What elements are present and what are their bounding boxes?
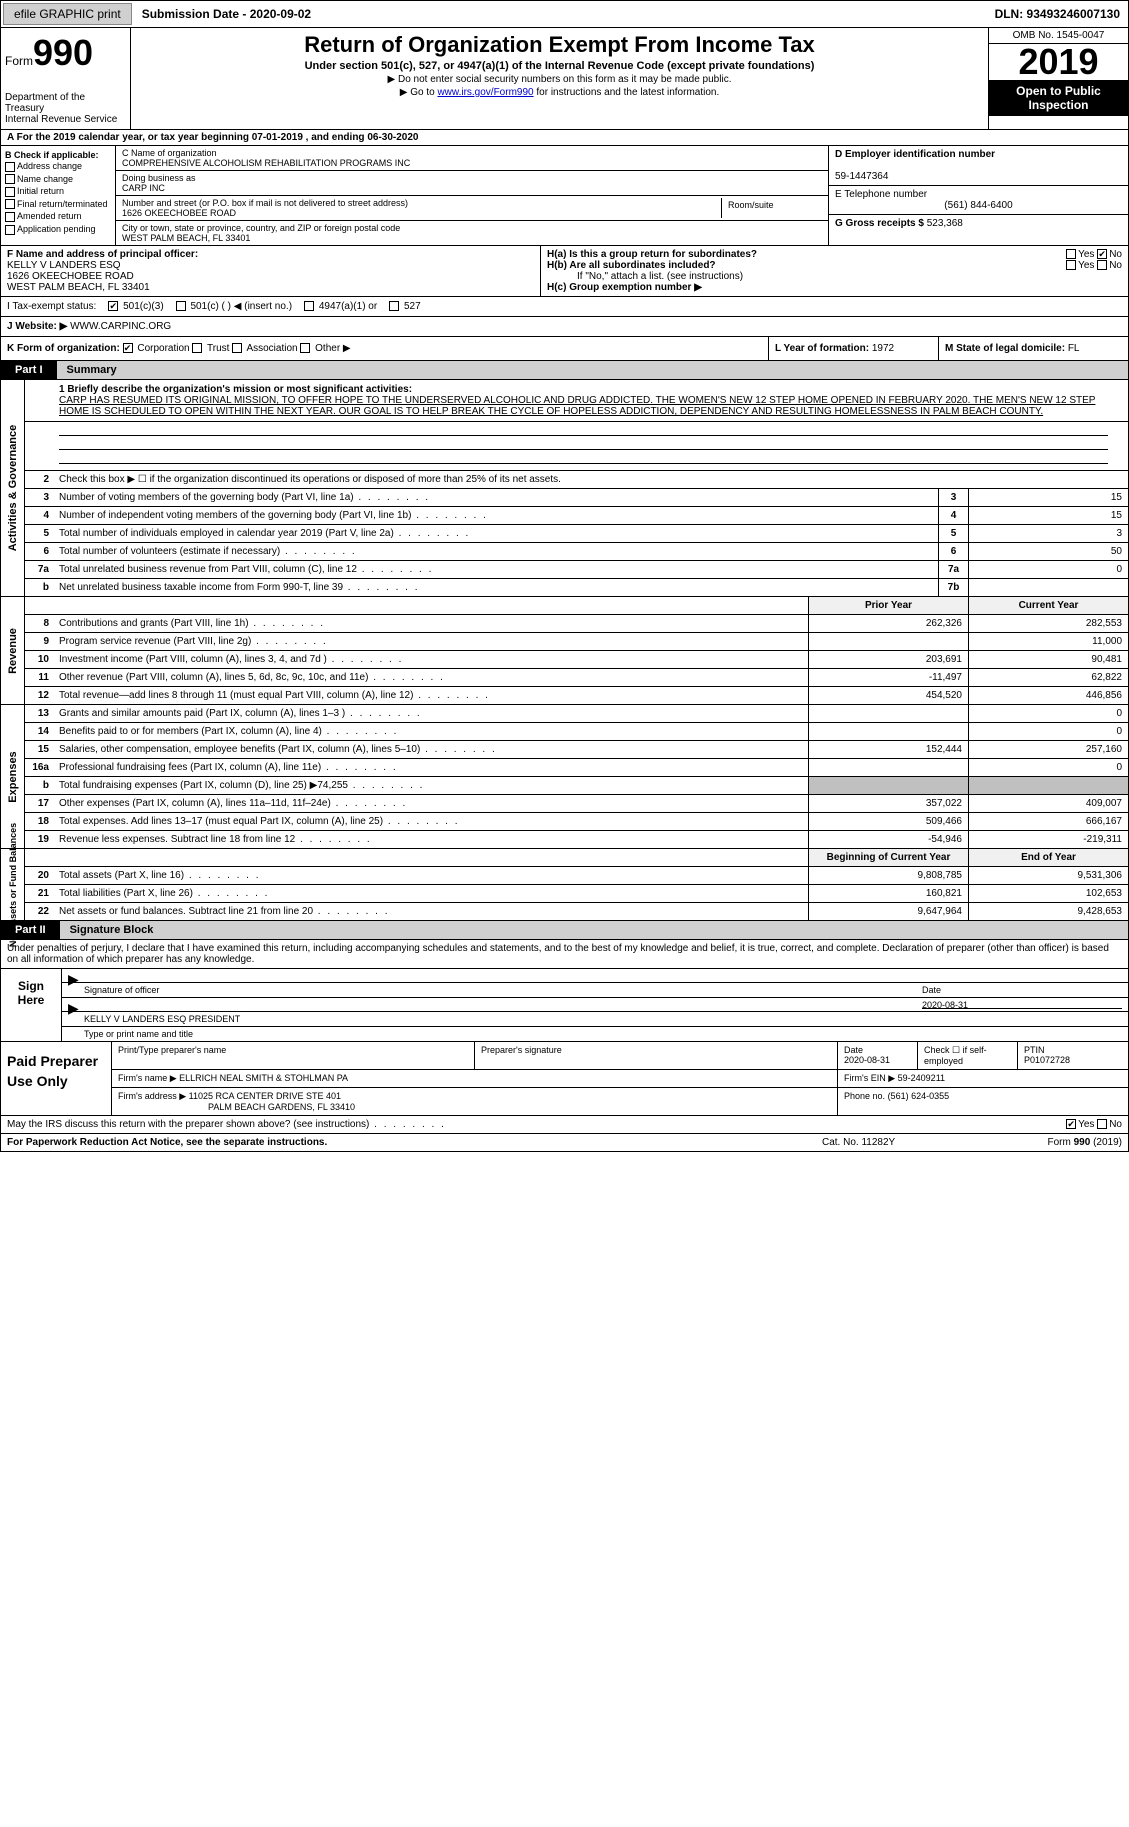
state: FL [1068, 343, 1080, 354]
year-formed: 1972 [872, 343, 894, 354]
header: Form990 Department of the Treasury Inter… [0, 28, 1129, 130]
expenses-section: Expenses 13Grants and similar amounts pa… [0, 705, 1129, 849]
top-bar: efile GRAPHIC print Submission Date - 20… [0, 0, 1129, 28]
org-name: COMPREHENSIVE ALCOHOLISM REHABILITATION … [122, 158, 822, 168]
vtab-revenue: Revenue [7, 628, 19, 674]
form-number: 990 [33, 32, 93, 73]
vtab-activities: Activities & Governance [7, 425, 19, 552]
row-j: J Website: ▶ WWW.CARPINC.ORG [0, 317, 1129, 337]
street: 1626 OKEECHOBEE ROAD [122, 208, 721, 218]
cat-no: Cat. No. 11282Y [822, 1137, 982, 1148]
room-label: Room/suite [722, 198, 822, 218]
col-c: C Name of organization COMPREHENSIVE ALC… [116, 146, 828, 245]
cb-addr[interactable]: Address change [5, 160, 111, 173]
cb-amend[interactable]: Amended return [5, 210, 111, 223]
line2: ▶ Go to www.irs.gov/Form990 for instruct… [135, 87, 984, 98]
row-9: 9Program service revenue (Part VIII, lin… [25, 633, 1128, 651]
row-k: K Form of organization: Corporation Trus… [0, 337, 1129, 361]
row-22: 22Net assets or fund balances. Subtract … [25, 903, 1128, 920]
col-d: D Employer identification number 59-1447… [828, 146, 1128, 245]
sig-date: 2020-08-31 [922, 1000, 1122, 1009]
prep-date: 2020-08-31 [844, 1055, 890, 1065]
row-b: bTotal fundraising expenses (Part IX, co… [25, 777, 1128, 795]
vtab-expenses: Expenses [7, 751, 19, 802]
part2-bar: Part II Signature Block [0, 921, 1129, 940]
row-19: 19Revenue less expenses. Subtract line 1… [25, 831, 1128, 848]
officer-name: KELLY V LANDERS ESQ PRESIDENT [84, 1014, 240, 1024]
header-mid: Return of Organization Exempt From Incom… [131, 28, 988, 129]
open-public: Open to Public Inspection [989, 80, 1128, 116]
gross-receipts: 523,368 [927, 218, 963, 229]
row-i: I Tax-exempt status: 501(c)(3) 501(c) ( … [0, 297, 1129, 317]
cb-init[interactable]: Initial return [5, 185, 111, 198]
row-14: 14Benefits paid to or for members (Part … [25, 723, 1128, 741]
sig-pre: Under penalties of perjury, I declare th… [0, 940, 1129, 969]
row-f-h: F Name and address of principal officer:… [0, 246, 1129, 297]
header-right: OMB No. 1545-0047 2019 Open to Public In… [988, 28, 1128, 129]
row-7a: 7aTotal unrelated business revenue from … [25, 561, 1128, 579]
row-17: 17Other expenses (Part IX, column (A), l… [25, 795, 1128, 813]
row-16a: 16aProfessional fundraising fees (Part I… [25, 759, 1128, 777]
form-title: Return of Organization Exempt From Incom… [135, 32, 984, 58]
footer: For Paperwork Reduction Act Notice, see … [0, 1134, 1129, 1152]
vtab-net: Net Assets or Fund Balances [8, 822, 18, 946]
row-a: A For the 2019 calendar year, or tax yea… [0, 130, 1129, 146]
row-8: 8Contributions and grants (Part VIII, li… [25, 615, 1128, 633]
firm-addr2: PALM BEACH GARDENS, FL 33410 [118, 1102, 355, 1112]
row-6: 6Total number of volunteers (estimate if… [25, 543, 1128, 561]
sign-here: Sign Here ▶ Signature of officerDate ▶20… [0, 969, 1129, 1042]
row-11: 11Other revenue (Part VIII, column (A), … [25, 669, 1128, 687]
part1-bar: Part I Summary [0, 361, 1129, 380]
firm-ein: 59-2409211 [898, 1073, 945, 1083]
dba: CARP INC [122, 183, 822, 193]
revenue-section: Revenue Prior YearCurrent Year 8Contribu… [0, 597, 1129, 705]
row-12: 12Total revenue—add lines 8 through 11 (… [25, 687, 1128, 704]
line1: 1 Briefly describe the organization's mi… [25, 380, 1128, 422]
paid-preparer: Paid Preparer Use Only Print/Type prepar… [0, 1042, 1129, 1116]
discuss-row: May the IRS discuss this return with the… [0, 1116, 1129, 1134]
firm-phone: (561) 624-0355 [888, 1091, 950, 1101]
form-ref: Form 990 (2019) [982, 1137, 1122, 1148]
row-18: 18Total expenses. Add lines 13–17 (must … [25, 813, 1128, 831]
net-section: Net Assets or Fund Balances Beginning of… [0, 849, 1129, 921]
row-3: 3Number of voting members of the governi… [25, 489, 1128, 507]
row-15: 15Salaries, other compensation, employee… [25, 741, 1128, 759]
activities-section: Activities & Governance 1 Briefly descri… [0, 380, 1129, 597]
col-b: B Check if applicable: Address change Na… [1, 146, 116, 245]
cb-name[interactable]: Name change [5, 173, 111, 186]
section-b-d: B Check if applicable: Address change Na… [0, 146, 1129, 246]
form-word: Form [5, 54, 33, 68]
row-13: 13Grants and similar amounts paid (Part … [25, 705, 1128, 723]
ein: 59-1447364 [835, 171, 888, 182]
header-left: Form990 Department of the Treasury Inter… [1, 28, 131, 129]
row-20: 20Total assets (Part X, line 16)9,808,78… [25, 867, 1128, 885]
row-b: bNet unrelated business taxable income f… [25, 579, 1128, 596]
form-subtitle: Under section 501(c), 527, or 4947(a)(1)… [135, 60, 984, 72]
row-4: 4Number of independent voting members of… [25, 507, 1128, 525]
efile-btn[interactable]: efile GRAPHIC print [3, 3, 132, 25]
officer: KELLY V LANDERS ESQ 1626 OKEECHOBEE ROAD… [7, 260, 150, 293]
row-10: 10Investment income (Part VIII, column (… [25, 651, 1128, 669]
cb-pend[interactable]: Application pending [5, 223, 111, 236]
city: WEST PALM BEACH, FL 33401 [122, 233, 822, 243]
dln: DLN: 93493246007130 [987, 4, 1128, 24]
phone: (561) 844-6400 [835, 200, 1122, 211]
dept: Department of the Treasury Internal Reve… [5, 92, 126, 125]
firm-name: ELLRICH NEAL SMITH & STOHLMAN PA [179, 1073, 348, 1083]
row-5: 5Total number of individuals employed in… [25, 525, 1128, 543]
row-21: 21Total liabilities (Part X, line 26)160… [25, 885, 1128, 903]
cb-final[interactable]: Final return/terminated [5, 198, 111, 211]
irs-link[interactable]: www.irs.gov/Form990 [437, 87, 533, 98]
tax-year: 2019 [989, 44, 1128, 80]
submission-date: Submission Date - 2020-09-02 [134, 4, 319, 24]
website: WWW.CARPINC.ORG [70, 321, 171, 332]
line1: ▶ Do not enter social security numbers o… [135, 74, 984, 85]
ptin: P01072728 [1024, 1055, 1070, 1065]
firm-addr1: 11025 RCA CENTER DRIVE STE 401 [189, 1091, 341, 1101]
